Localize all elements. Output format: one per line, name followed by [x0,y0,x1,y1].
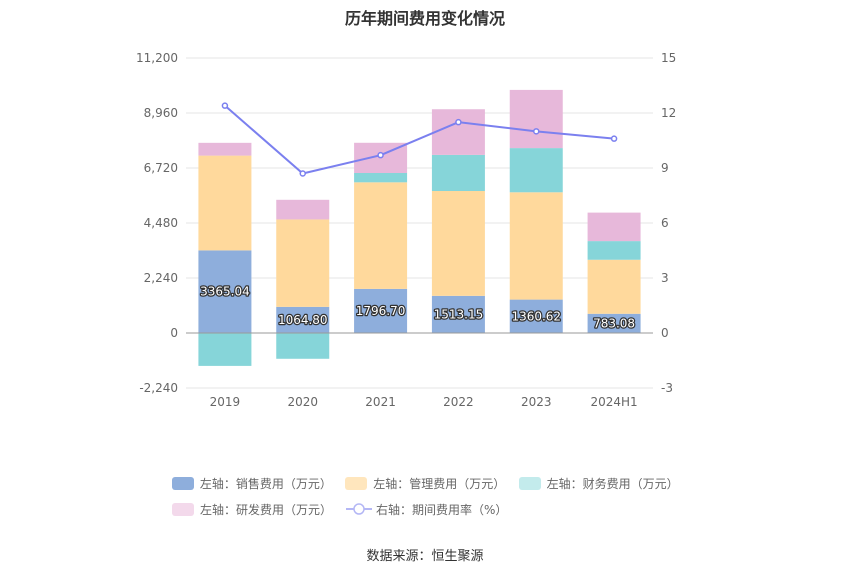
right-tick-label: 12 [661,106,676,120]
bar-series2-2019 [198,333,252,366]
x-tick-label: 2019 [210,395,241,409]
rate-polyline [224,104,615,175]
left-tick-label: 0 [170,326,178,340]
bar-series2-2024H1 [587,241,641,260]
bar-series3-2023 [509,89,563,149]
legend-swatch-sales [172,476,194,490]
bar-series2-2020 [276,333,330,359]
bar-series0-2020 [276,306,330,333]
bar-series2-2021 [354,172,408,183]
right-tick-label: 15 [661,51,676,65]
right-tick-label: 0 [661,326,669,340]
x-tick-label: 2022 [443,395,474,409]
bar-series3-2020 [276,199,330,220]
left-axis-ticks: 11,200 8,960 6,720 4,480 2,240 0 -2,240 [136,51,178,395]
right-tick-label: -3 [661,381,673,395]
left-tick-label: 2,240 [144,271,178,285]
rate-point-2024H1 [610,135,618,142]
legend-item-rd[interactable]: 左轴：研发费用（万元） [172,501,332,518]
left-tick-label: 11,200 [136,51,178,65]
data-label-sales-2022: 1513.15 [434,307,484,321]
bar-series3-2019 [198,142,252,156]
bar-series2-2022 [431,154,485,192]
legend-label-rd: 左轴：研发费用（万元） [200,502,333,517]
bar-series1-2020 [276,219,330,307]
legend-item-sales[interactable]: 左轴：销售费用（万元） [172,475,332,492]
legend-label-finance: 左轴：财务费用（万元） [546,476,679,491]
data-labels: 3365.04 1064.80 1796.70 1513.15 1360.62 783.0… [199,283,636,331]
rate-point-2021 [377,151,384,159]
legend-swatch-rd [172,502,194,516]
data-label-sales-2024H1: 783.08 [593,316,635,330]
bar-series3-2022 [431,109,485,155]
legend-item-admin[interactable]: 左轴：管理费用（万元） [345,475,506,492]
bar-series0-2024H1 [587,313,641,333]
rate-line [221,102,618,177]
bar-series1-2019 [198,155,252,251]
legend-swatch-finance [518,476,541,490]
legend-label-admin: 左轴：管理费用（万元） [373,476,506,491]
x-tick-label: 2024H1 [590,395,637,409]
data-label-sales-2020: 1064.80 [278,313,328,327]
legend-swatch-admin [345,476,368,490]
bar-series1-2023 [509,192,563,300]
legend-label-rate: 右轴：期间费用率（%） [376,502,508,517]
legend-item-rate[interactable]: 右轴：期间费用率（%） [346,501,507,518]
data-label-sales-2021: 1796.70 [356,304,406,318]
bar-series0-2023 [509,299,563,333]
right-axis-ticks: 15 12 9 6 3 0 -3 [661,51,676,395]
bar-series0-2019 [198,250,252,333]
right-tick-label: 3 [661,271,669,285]
x-tick-label: 2021 [365,395,396,409]
data-label-sales-2019: 3365.04 [200,285,250,299]
legend-label-sales: 左轴：销售费用（万元） [199,476,332,491]
legend-line-marker-icon [346,503,373,515]
bar-series1-2021 [354,182,408,289]
bar-series0-2021 [354,288,408,333]
left-tick-label: 4,480 [144,216,178,230]
data-label-sales-2023: 1360.62 [511,309,561,323]
legend: 左轴：销售费用（万元） 左轴：管理费用（万元） 左轴：财务费用（万元） 左轴：研… [172,470,692,522]
chart-title: 历年期间费用变化情况 [344,9,505,28]
x-tick-label: 2020 [287,395,318,409]
bar-series1-2024H1 [587,259,641,314]
source-text: 数据来源：恒生聚源 [366,549,484,564]
bar-series3-2024H1 [587,212,641,242]
bar-series0-2022 [431,295,485,333]
bars [198,89,641,366]
legend-item-finance[interactable]: 左轴：财务费用（万元） [518,475,679,492]
rate-point-2022 [455,118,462,126]
right-tick-label: 6 [661,216,669,230]
grid-lines [186,57,653,389]
rate-point-2020 [299,170,306,177]
rate-point-2019 [221,102,229,109]
rate-point-2023 [533,128,540,135]
x-tick-label: 2023 [521,395,552,409]
left-tick-label: -2,240 [139,381,178,395]
bar-series1-2022 [431,191,485,296]
x-axis-ticks: 2019 2020 2021 2022 2023 2024H1 [210,395,638,409]
bar-series2-2023 [509,148,563,193]
right-tick-label: 9 [661,161,669,175]
left-tick-label: 8,960 [144,106,178,120]
left-tick-label: 6,720 [144,161,178,175]
